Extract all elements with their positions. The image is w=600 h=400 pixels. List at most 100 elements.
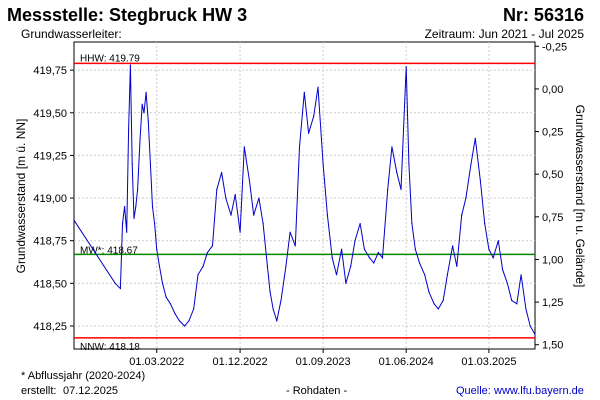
data-point	[129, 64, 131, 66]
data-point	[511, 299, 513, 301]
data-point	[206, 252, 208, 254]
data-point	[492, 257, 494, 259]
y2-tick-label: -0,25	[542, 41, 567, 53]
data-point	[456, 265, 458, 267]
data-point	[479, 180, 482, 182]
data-point	[276, 320, 278, 322]
y2-tick-label: 0,00	[542, 84, 563, 96]
ref-label-mw: MW*: 418.67	[80, 245, 138, 256]
data-point	[317, 86, 319, 88]
y-tick-label: 419,50	[33, 108, 67, 120]
data-point	[359, 223, 361, 225]
data-point	[151, 205, 154, 208]
data-point	[161, 282, 164, 284]
data-point	[354, 240, 356, 242]
y2-tick-label: 0,75	[542, 212, 563, 224]
y2-tick-label: 0,50	[542, 169, 563, 181]
data-point	[529, 325, 531, 327]
data-point	[506, 282, 509, 284]
y-tick-label: 418,75	[33, 236, 67, 248]
data-point	[446, 274, 449, 276]
data-point	[497, 240, 499, 242]
data-point	[400, 188, 402, 191]
data-point	[381, 257, 384, 259]
created-date: 07.12.2025	[63, 385, 119, 397]
data-status: - Rohdaten -	[286, 385, 348, 397]
y2-tick-label: 1,25	[542, 297, 563, 309]
data-point	[408, 163, 410, 165]
data-point	[326, 214, 328, 216]
data-point	[307, 132, 310, 134]
data-point	[322, 163, 324, 165]
data-point	[488, 248, 490, 250]
ref-label-hhw: HHW: 419.79	[80, 53, 140, 64]
data-point	[501, 269, 504, 271]
data-point	[216, 188, 218, 191]
data-point	[174, 313, 176, 315]
aquifer-label: Grundwasserleiter:	[21, 27, 122, 41]
data-point	[335, 274, 338, 276]
data-point	[289, 231, 291, 233]
data-point	[253, 214, 255, 216]
data-point	[73, 219, 75, 221]
data-point	[451, 245, 454, 247]
data-point	[114, 282, 116, 284]
data-point	[141, 103, 143, 105]
data-point	[202, 265, 204, 267]
data-point	[154, 223, 156, 225]
data-point	[272, 308, 274, 310]
data-point	[520, 274, 522, 276]
data-point	[368, 257, 371, 259]
ref-label-nnw: NNW: 418.18	[80, 342, 140, 353]
data-point	[137, 188, 139, 191]
data-point	[465, 197, 467, 199]
data-point	[225, 197, 227, 199]
y-tick-label: 419,75	[33, 65, 67, 77]
y-axis-label: Grundwasserstand [m ü. NN]	[14, 119, 28, 274]
data-point	[414, 248, 416, 250]
data-point	[298, 146, 301, 148]
y2-axis-label: Grundwasserstand [m u. Gelände]	[573, 105, 587, 288]
data-point	[534, 333, 536, 336]
period-label: Zeitraum: Jun 2021 - Jul 2025	[424, 27, 584, 41]
data-point	[156, 248, 158, 250]
data-point	[239, 231, 241, 233]
y-tick-label: 419,00	[33, 193, 67, 205]
footnote: * Abflussjahr (2020-2024)	[21, 370, 146, 382]
data-point	[248, 180, 251, 182]
data-point	[147, 120, 149, 122]
data-point	[437, 308, 439, 310]
data-point	[405, 66, 407, 68]
data-point	[211, 245, 214, 247]
data-point	[424, 274, 426, 276]
data-point	[373, 262, 375, 264]
data-point	[418, 262, 421, 264]
data-point	[119, 287, 121, 290]
data-point	[516, 303, 518, 305]
data-point	[313, 115, 315, 117]
data-point	[165, 296, 167, 298]
y2-tick-label: 0,25	[542, 127, 563, 139]
data-point	[121, 223, 124, 225]
data-point	[303, 91, 305, 93]
data-point	[470, 163, 472, 165]
data-point	[126, 231, 128, 233]
data-point	[285, 265, 287, 267]
data-point	[345, 282, 347, 284]
data-point	[411, 223, 413, 225]
data-point	[377, 252, 379, 254]
data-point	[396, 171, 398, 174]
x-tick-label: 01.12.2022	[213, 356, 268, 368]
data-point	[341, 248, 343, 250]
y-tick-label: 418,25	[33, 321, 67, 333]
source-link[interactable]: www.lfu.bayern.de	[494, 385, 584, 397]
data-point	[428, 291, 430, 293]
data-point	[387, 188, 389, 191]
x-tick-label: 01.03.2025	[461, 356, 516, 368]
plot-frame	[73, 41, 536, 350]
data-point	[234, 194, 236, 196]
station-number: Nr: 56316	[502, 5, 584, 25]
data-point	[221, 171, 223, 174]
data-point	[269, 291, 271, 293]
